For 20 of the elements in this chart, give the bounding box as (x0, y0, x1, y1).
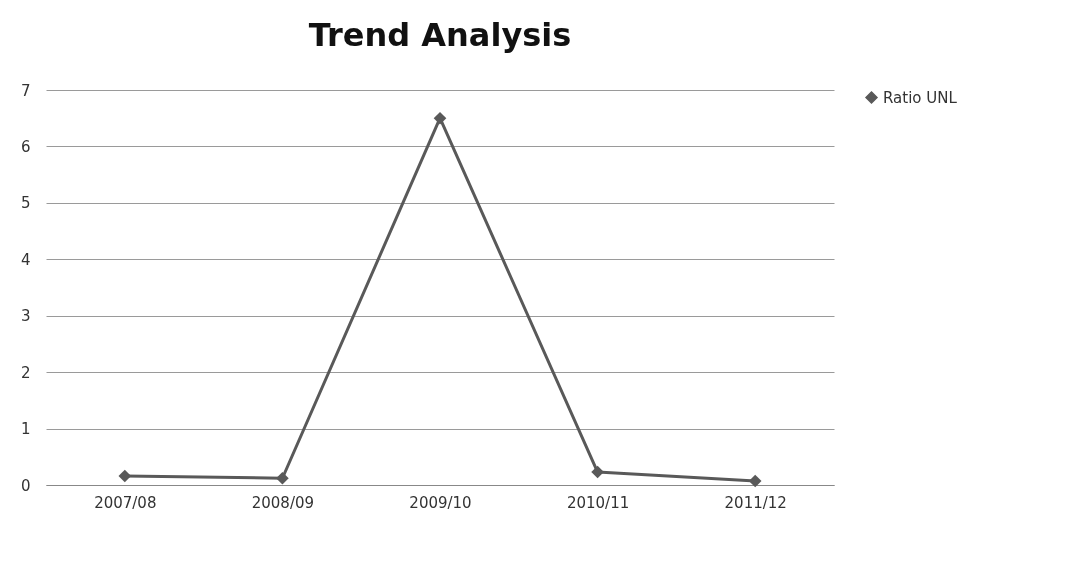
y-tick-label: 0 (20, 476, 31, 495)
y-tick-label: 3 (20, 307, 31, 326)
point (118, 469, 132, 483)
y-tick-label: 7 (20, 81, 31, 100)
legend-label: Ratio UNL (883, 88, 958, 107)
chart-title: Trend Analysis (308, 16, 572, 54)
x-tick-label: 2008/09 (251, 493, 315, 512)
y-tick-label: 5 (20, 194, 31, 213)
y-tick-label: 2 (20, 363, 31, 382)
x-tick-label: 2009/10 (409, 493, 472, 512)
point (748, 474, 762, 488)
point (591, 465, 604, 479)
x-tick-label: 2010/11 (566, 493, 630, 512)
x-tick-label: 2007/08 (94, 493, 157, 512)
y-tick-label: 6 (20, 137, 31, 156)
point (433, 111, 447, 125)
y-tick-label: 1 (20, 420, 31, 439)
point (276, 471, 289, 485)
y-tick-label: 4 (20, 250, 31, 269)
x-tick-label: 2011/12 (724, 493, 787, 512)
